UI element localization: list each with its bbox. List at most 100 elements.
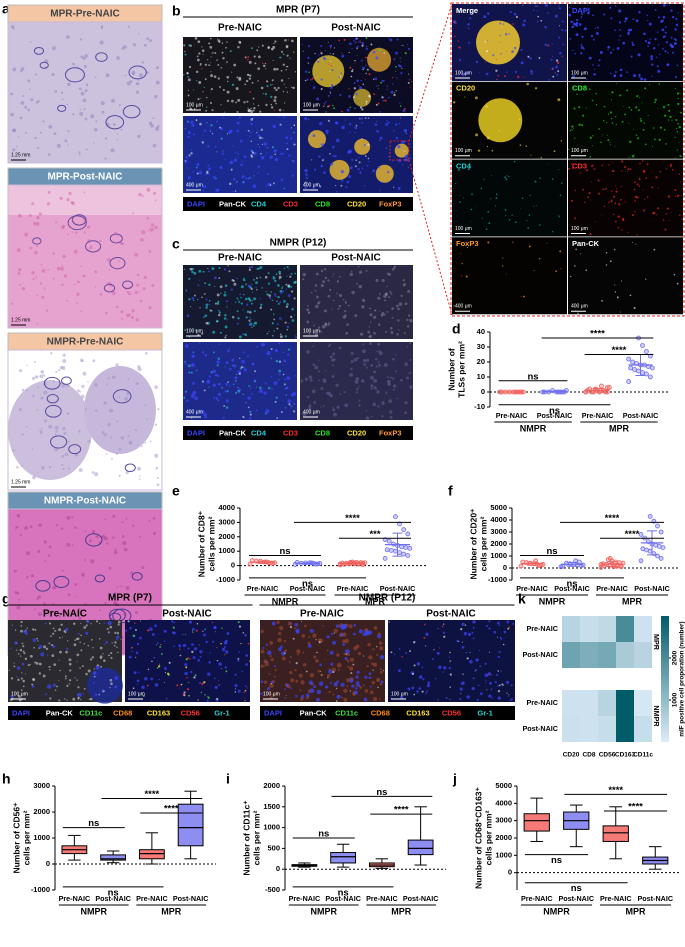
cell: [267, 386, 271, 390]
cell: [408, 372, 411, 375]
cell: [654, 38, 657, 41]
cell: [678, 125, 681, 129]
cell: [659, 170, 662, 173]
cell: [616, 82, 618, 84]
cell: [231, 83, 235, 87]
cell: [397, 319, 400, 322]
cell: [388, 96, 390, 98]
cell: [185, 658, 188, 661]
cell: [92, 647, 94, 649]
cell: [620, 198, 622, 201]
y-tick-label: 3000: [218, 517, 235, 526]
cell: [325, 50, 327, 52]
y-axis-label: Number of CD56⁺: [11, 802, 21, 874]
cell: [134, 622, 136, 624]
cell: [483, 178, 485, 180]
cell: [470, 220, 472, 222]
cell: [388, 383, 391, 386]
cell: [580, 44, 583, 46]
cell: [223, 268, 227, 271]
cell: [548, 164, 549, 165]
cell: [326, 391, 329, 395]
cell: [490, 688, 493, 691]
sd-bar: [592, 388, 603, 393]
cell: [10, 25, 15, 29]
cell: [279, 335, 283, 339]
cell: [284, 335, 287, 338]
cell: [220, 642, 222, 645]
cell: [621, 120, 624, 123]
cell: [114, 631, 117, 635]
cell: [396, 38, 399, 41]
cell: [237, 659, 240, 662]
cell: [119, 585, 122, 587]
cell: [221, 51, 224, 54]
cell: [267, 650, 272, 656]
cell: [206, 172, 209, 175]
cell: [269, 184, 272, 186]
cell: [534, 87, 538, 90]
cell: [356, 45, 359, 49]
cell: [365, 366, 369, 369]
cell: [172, 626, 175, 629]
cell: [30, 98, 34, 102]
channel-label: Pan-CK: [572, 239, 600, 248]
cell: [262, 646, 265, 650]
cell: [207, 164, 210, 167]
cell: [192, 381, 195, 385]
legend-label: CD56: [442, 708, 461, 717]
cell: [262, 137, 264, 139]
cell: [132, 687, 135, 690]
cell: [25, 389, 28, 391]
sd-bar: [302, 562, 313, 565]
cell: [225, 382, 229, 386]
cell: [396, 77, 398, 79]
cell: [220, 66, 223, 69]
cell: [180, 683, 183, 686]
cell: [252, 117, 254, 119]
cell: [287, 284, 291, 288]
cell: [484, 662, 487, 665]
cell: [279, 123, 282, 126]
cell: [664, 50, 667, 53]
cell: [372, 50, 376, 54]
cell: [592, 64, 594, 66]
cell: [307, 304, 309, 307]
cell: [266, 147, 268, 149]
cell: [589, 156, 592, 158]
cell: [370, 384, 374, 388]
cell: [139, 636, 142, 640]
cell: [479, 71, 481, 73]
cell: [466, 657, 469, 660]
cell: [144, 404, 147, 406]
cell: [208, 375, 211, 378]
cell: [360, 79, 362, 82]
cell: [279, 272, 281, 275]
cell: [469, 652, 471, 654]
cell: [652, 127, 655, 129]
cell: [291, 406, 293, 408]
cell: [236, 111, 239, 113]
cell: [535, 5, 537, 7]
cell: [381, 401, 385, 405]
cell: [350, 75, 353, 78]
cell: [679, 92, 681, 94]
cell: [84, 530, 87, 533]
cell: [110, 457, 113, 460]
cell: [397, 145, 401, 149]
cell: [364, 629, 369, 635]
cell: [403, 332, 406, 335]
cell: [109, 408, 114, 413]
cell: [58, 699, 61, 702]
cell: [379, 139, 381, 141]
cell: [375, 103, 378, 106]
cell: [190, 393, 195, 398]
cell: [54, 425, 59, 430]
cell: [37, 550, 41, 554]
cell: [206, 699, 209, 702]
cell: [220, 104, 222, 106]
cell: [397, 186, 401, 190]
region: [476, 20, 520, 65]
cell: [135, 381, 139, 386]
cell: [381, 415, 384, 418]
